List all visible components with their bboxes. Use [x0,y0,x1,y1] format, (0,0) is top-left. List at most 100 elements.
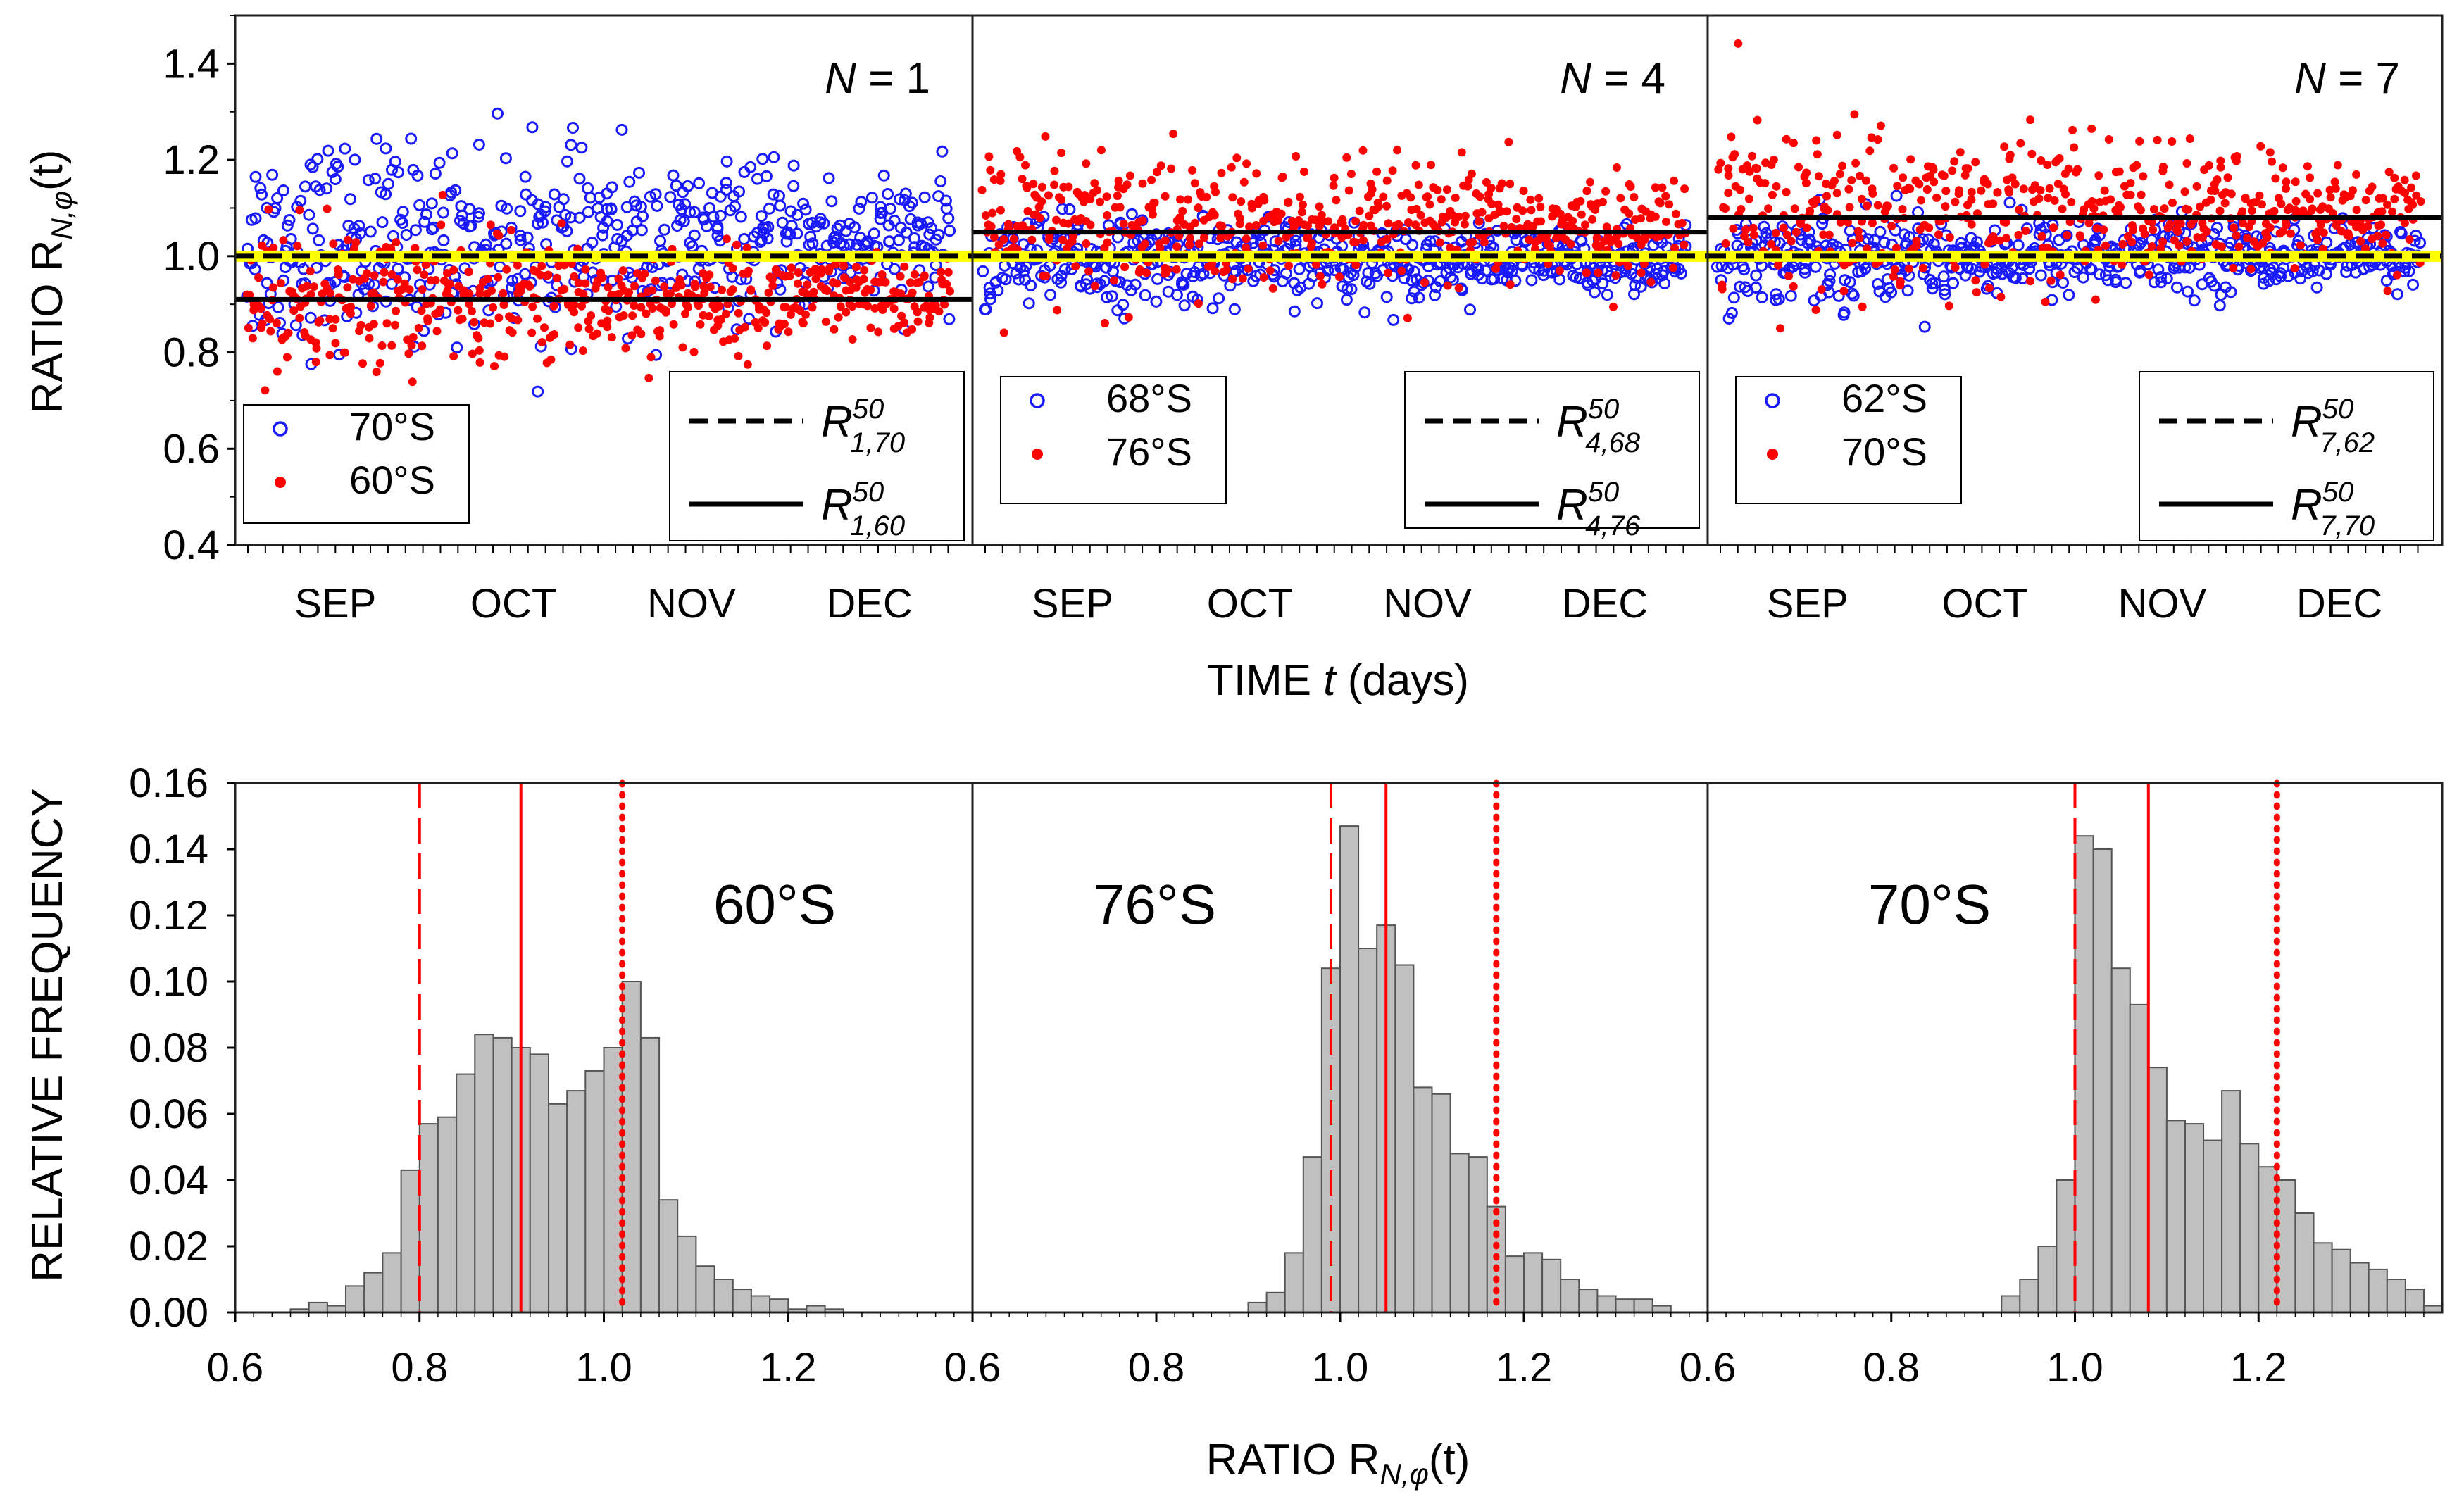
blue-point [514,234,527,246]
red-point [1922,185,1932,194]
red-point [678,343,687,352]
legend-line-sub: 1,60 [850,510,905,541]
legend-line-symbol: R [2291,481,2322,529]
blue-point [1996,268,2008,280]
red-point [1103,238,1112,247]
blue-point [437,234,450,246]
red-point [881,277,890,287]
blue-point [1063,203,1076,215]
blue-point [942,212,955,225]
red-point [325,351,334,360]
red-point [942,280,951,289]
red-point [1018,175,1027,184]
blue-point [630,199,642,212]
blue-point [977,265,989,277]
red-point [944,268,953,277]
red-point [1581,220,1589,230]
red-point [2258,239,2268,248]
blue-point [615,123,628,136]
red-point [675,275,684,284]
red-point [2068,125,2077,134]
histogram-bar [1394,964,1415,1313]
red-point [734,308,743,318]
red-point [1868,184,1877,194]
red-point [848,302,857,311]
red-point [1917,196,1925,205]
red-point [768,281,777,290]
legend-marker-label: 62°S [1841,376,1927,420]
blue-point [882,188,894,200]
red-point [1671,209,1680,218]
y-tick-label: 0.12 [129,893,208,939]
red-point [574,279,583,287]
red-point [1172,242,1182,251]
blue-point [2060,230,2073,242]
top-panel-frame [1706,14,2444,546]
blue-point [1525,274,1538,287]
blue-point [2063,289,2075,301]
red-point [1374,202,1383,211]
red-point [536,270,545,280]
red-point [377,341,387,350]
red-point [1721,239,1730,248]
histogram-bar [2331,1248,2351,1313]
red-point [550,330,559,339]
red-point [474,334,483,343]
blue-point [306,222,319,235]
red-point [465,289,474,299]
month-tick-label: OCT [470,581,556,627]
blue-point [784,228,796,241]
red-point [1423,192,1432,201]
red-point [1630,193,1639,201]
red-point [2100,186,2109,195]
red-point [999,235,1008,244]
red-point [908,325,917,334]
red-point [2303,162,2312,171]
red-point [1519,187,1528,195]
red-point [2016,139,2025,148]
blue-point [413,199,426,211]
blue-point [637,210,649,222]
blue-point [249,170,262,183]
blue-point [299,180,311,193]
red-point [293,242,302,251]
red-point [638,273,646,282]
red-point [570,272,579,281]
red-point [2045,184,2054,193]
histogram-bar [1302,1156,1322,1313]
red-point [1358,146,1368,155]
blue-point [557,193,570,206]
red-point [2368,182,2377,192]
red-point [2139,172,2148,181]
red-point [2265,223,2275,232]
histogram-panel-labels: 60°S 76°S 70°S [713,873,1991,936]
red-point [839,261,849,270]
red-point [1217,168,1226,177]
red-point [1232,153,1242,163]
red-point [1211,267,1220,276]
blue-point [492,107,504,120]
red-point [889,304,899,313]
histogram-bar [2110,967,2131,1313]
red-point [977,186,987,194]
red-point [527,328,537,337]
red-point [1211,187,1220,196]
red-point [1461,211,1470,220]
red-point [1769,156,1778,164]
blue-point [823,172,835,184]
red-point [546,355,556,364]
red-point [449,352,458,361]
red-point [2206,195,2215,204]
red-point [1791,227,1801,237]
red-point [560,284,569,294]
red-point [705,270,714,280]
red-point [1925,223,1934,232]
red-point [1614,239,1623,249]
red-point [681,309,689,318]
red-point [2021,226,2030,235]
red-point [1176,195,1184,204]
red-point [896,272,905,281]
red-point [1029,180,1038,189]
red-point [500,352,509,361]
histogram-bar [639,1036,661,1314]
